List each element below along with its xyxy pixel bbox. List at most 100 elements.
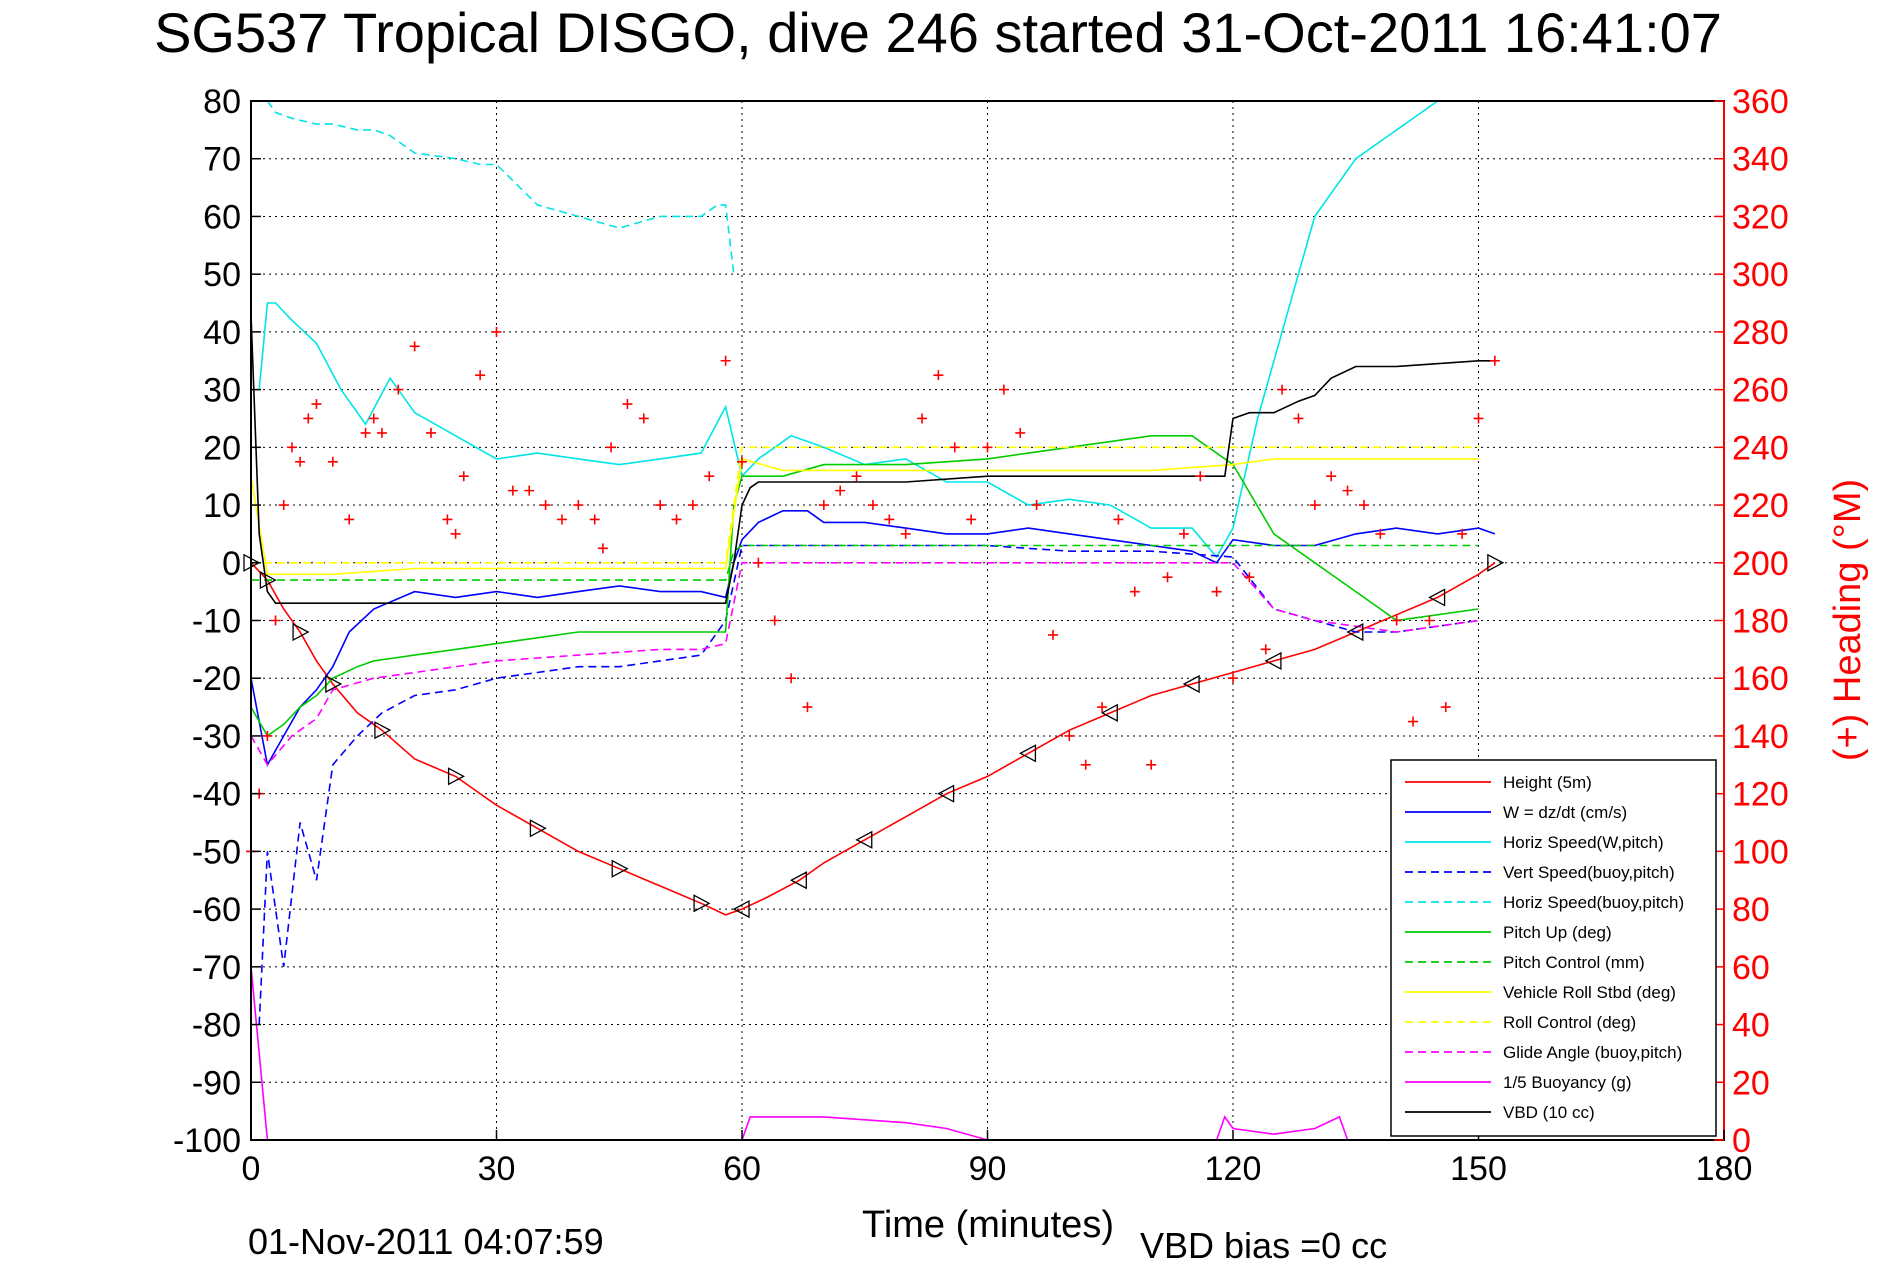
heading-point xyxy=(1015,427,1026,438)
heading-point xyxy=(295,456,306,467)
heading-point xyxy=(1424,615,1435,626)
footer-vbd-bias: VBD bias =0 cc xyxy=(1140,1225,1387,1262)
right-tick-label: 300 xyxy=(1732,256,1789,294)
series-roll-control-deg xyxy=(251,446,1479,564)
heading-point xyxy=(687,500,698,511)
legend-label: Glide Angle (buoy,pitch) xyxy=(1503,1043,1682,1062)
heading-point xyxy=(998,384,1009,395)
height-marker xyxy=(1264,651,1282,670)
heading-point xyxy=(1047,629,1058,640)
right-tick-label: 120 xyxy=(1732,776,1789,814)
right-tick-label: 60 xyxy=(1732,949,1770,987)
heading-point xyxy=(1064,730,1075,741)
heading-point xyxy=(368,413,379,424)
right-tick-label: 320 xyxy=(1732,198,1789,236)
y-tick-label: -40 xyxy=(192,776,241,814)
right-tick-label: 80 xyxy=(1732,891,1770,929)
heading-point xyxy=(655,500,666,511)
heading-point xyxy=(1146,759,1157,770)
heading-point xyxy=(835,485,846,496)
y-tick-label: -50 xyxy=(192,833,241,871)
height-marker xyxy=(732,900,750,919)
heading-point xyxy=(1473,413,1484,424)
height-marker xyxy=(325,674,343,694)
heading-point xyxy=(1244,572,1255,583)
footer-timestamp: 01-Nov-2011 04:07:59 xyxy=(248,1221,604,1262)
heading-point xyxy=(982,442,993,453)
right-axis-ticks: 3603403203002802602402202001801601401201… xyxy=(1714,83,1789,1160)
heading-point xyxy=(589,514,600,525)
heading-point xyxy=(524,485,535,496)
series-horiz-speed-buoy-pitch xyxy=(266,100,735,275)
heading-point xyxy=(802,702,813,713)
legend-label: 1/5 Buoyancy (g) xyxy=(1503,1073,1632,1092)
heading-point xyxy=(720,355,731,366)
heading-point xyxy=(475,370,486,381)
legend-label: Height (5m) xyxy=(1503,773,1592,792)
height-marker xyxy=(1346,622,1364,642)
x-axis-label: Time (minutes) xyxy=(862,1204,1114,1246)
heading-point xyxy=(1489,355,1500,366)
heading-point xyxy=(1129,586,1140,597)
heading-point xyxy=(507,485,518,496)
right-tick-label: 160 xyxy=(1732,660,1789,698)
height-marker xyxy=(447,767,465,786)
heading-point xyxy=(900,528,911,539)
right-axis-label: (+) Heading (°M) xyxy=(1827,479,1869,761)
heading-point xyxy=(1358,500,1369,511)
heading-point xyxy=(458,471,469,482)
heading-point xyxy=(1391,615,1402,626)
heading-point xyxy=(1375,528,1386,539)
legend-label: Horiz Speed(buoy,pitch) xyxy=(1503,893,1684,912)
heading-point xyxy=(1277,384,1288,395)
chart-legend: Height (5m) W = dz/dt (cm/s) Horiz Speed(W… xyxy=(1390,759,1717,1137)
heading-point xyxy=(1097,702,1108,713)
height-marker xyxy=(1487,553,1505,572)
y-tick-label: 70 xyxy=(203,141,241,179)
heading-point xyxy=(327,456,338,467)
heading-point xyxy=(949,442,960,453)
x-tick-label: 90 xyxy=(969,1150,1007,1188)
legend-label: Pitch Control (mm) xyxy=(1503,953,1645,972)
y-tick-label: 10 xyxy=(203,487,241,525)
heading-point xyxy=(704,471,715,482)
heading-point xyxy=(769,615,780,626)
heading-point xyxy=(671,514,682,525)
height-marker xyxy=(1182,674,1200,694)
heading-point xyxy=(393,384,404,395)
heading-point xyxy=(1309,500,1320,511)
y-tick-label: -70 xyxy=(192,949,241,987)
height-marker xyxy=(1428,588,1446,607)
heading-point xyxy=(286,442,297,453)
heading-point xyxy=(1211,586,1222,597)
heading-point xyxy=(303,413,314,424)
height-marker xyxy=(611,859,629,878)
height-marker xyxy=(529,819,547,838)
heading-point xyxy=(450,528,461,539)
heading-point xyxy=(573,500,584,511)
right-tick-label: 20 xyxy=(1732,1064,1770,1102)
legend-label: Pitch Up (deg) xyxy=(1503,923,1612,942)
heading-point xyxy=(1178,528,1189,539)
y-tick-label: -20 xyxy=(192,660,241,698)
right-tick-label: 280 xyxy=(1732,314,1789,352)
right-tick-label: 340 xyxy=(1732,141,1789,179)
y-tick-label: -30 xyxy=(192,718,241,756)
heading-point xyxy=(867,500,878,511)
right-tick-label: 220 xyxy=(1732,487,1789,525)
legend-box xyxy=(1390,759,1717,1137)
heading-point xyxy=(1293,413,1304,424)
heading-point xyxy=(311,399,322,410)
y-axis-ticks: 80 70 60 50 40 30 20 10 0 -10 -20 -30 -40 -50 -60 -70 -8… xyxy=(173,83,261,1160)
y-tick-label: 0 xyxy=(222,545,241,583)
heading-point xyxy=(491,326,502,337)
y-tick-label: 30 xyxy=(203,372,241,410)
legend-label: VBD (10 cc) xyxy=(1503,1103,1595,1122)
series-horiz-speed-w-pitch xyxy=(258,100,1495,559)
x-tick-label: 180 xyxy=(1696,1150,1753,1188)
right-tick-label: 0 xyxy=(1732,1122,1751,1160)
series-pitch-control-mm xyxy=(251,544,1479,581)
heading-point xyxy=(933,370,944,381)
heading-point xyxy=(884,514,895,525)
y-tick-label: 40 xyxy=(203,314,241,352)
